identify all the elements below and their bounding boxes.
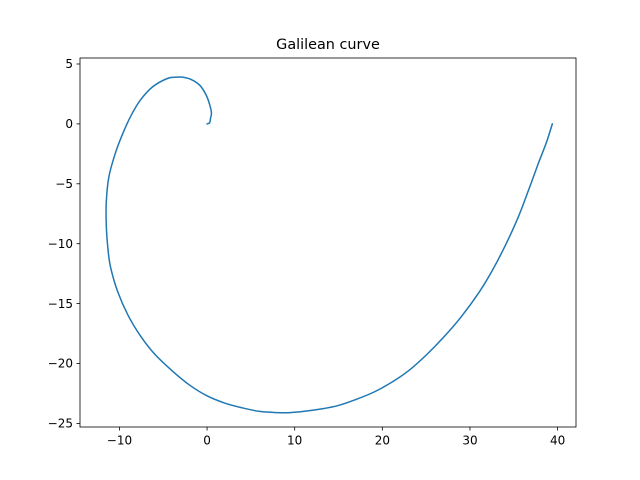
x-axis: −10 0 10 20 30 40 [107,427,565,448]
y-tick-label: 0 [65,117,73,131]
y-tick-label: 5 [65,57,73,71]
series-line [105,76,554,414]
x-tick-label: −10 [107,434,132,448]
x-tick-label: 20 [375,434,390,448]
y-tick-label: −15 [48,297,73,311]
y-tick-label: −10 [48,237,73,251]
y-tick-label: −20 [48,357,73,371]
x-tick-label: 40 [550,434,565,448]
y-tick-label: −25 [48,417,73,431]
chart-title: Galilean curve [276,37,380,53]
x-tick-label: 0 [203,434,211,448]
x-tick-label: 30 [462,434,477,448]
x-tick-label: 10 [287,434,302,448]
y-tick-label: −5 [55,177,73,191]
y-axis: 5 0 −5 −10 −15 −20 −25 [48,57,80,431]
plot-frame [79,57,577,428]
